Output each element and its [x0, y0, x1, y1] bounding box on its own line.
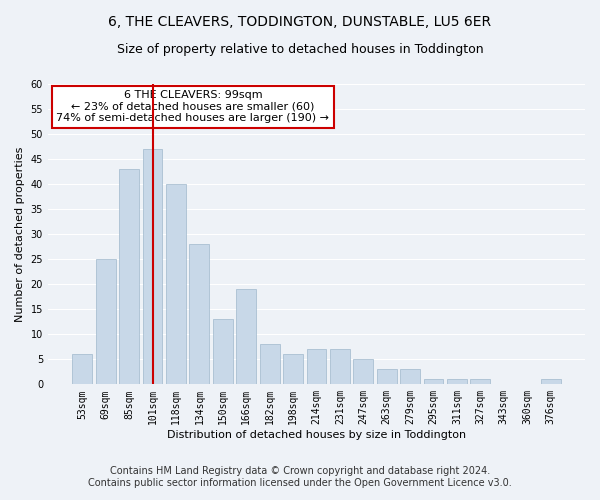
- Bar: [541, 380, 560, 384]
- Text: 6, THE CLEAVERS, TODDINGTON, DUNSTABLE, LU5 6ER: 6, THE CLEAVERS, TODDINGTON, DUNSTABLE, …: [109, 15, 491, 29]
- Bar: [424, 380, 443, 384]
- X-axis label: Distribution of detached houses by size in Toddington: Distribution of detached houses by size …: [167, 430, 466, 440]
- Bar: [119, 169, 139, 384]
- Bar: [190, 244, 209, 384]
- Bar: [470, 380, 490, 384]
- Text: Size of property relative to detached houses in Toddington: Size of property relative to detached ho…: [116, 42, 484, 56]
- Bar: [96, 259, 116, 384]
- Bar: [307, 350, 326, 384]
- Bar: [166, 184, 186, 384]
- Bar: [260, 344, 280, 385]
- Bar: [73, 354, 92, 384]
- Bar: [213, 320, 233, 384]
- Y-axis label: Number of detached properties: Number of detached properties: [15, 146, 25, 322]
- Text: 6 THE CLEAVERS: 99sqm
← 23% of detached houses are smaller (60)
74% of semi-deta: 6 THE CLEAVERS: 99sqm ← 23% of detached …: [56, 90, 329, 123]
- Bar: [400, 370, 420, 384]
- Bar: [236, 289, 256, 384]
- Bar: [143, 149, 163, 384]
- Bar: [353, 360, 373, 384]
- Bar: [377, 370, 397, 384]
- Bar: [283, 354, 303, 384]
- Bar: [447, 380, 467, 384]
- Bar: [330, 350, 350, 384]
- Text: Contains HM Land Registry data © Crown copyright and database right 2024.
Contai: Contains HM Land Registry data © Crown c…: [88, 466, 512, 487]
